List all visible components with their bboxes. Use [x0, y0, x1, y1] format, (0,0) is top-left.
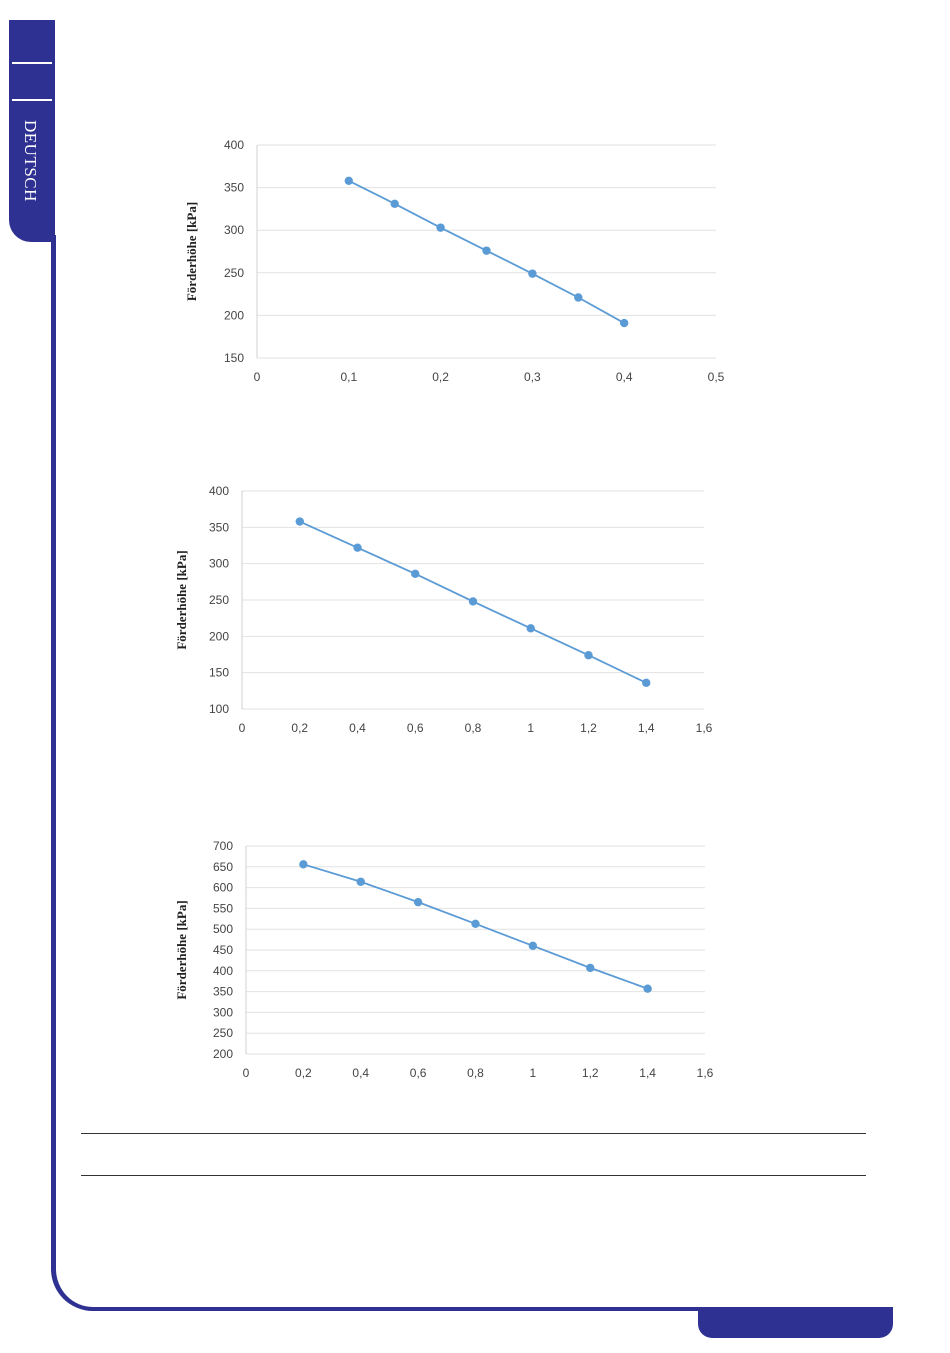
x-tick-label: 0,8 — [467, 1066, 484, 1080]
x-tick-label: 0,8 — [465, 721, 482, 735]
y-tick-label: 250 — [209, 593, 229, 607]
pump-curve-chart-2: 100 150 200 250 300 350 400 0 0,2 0,4 0,6 0,8 1 1,2 1,… — [174, 484, 713, 735]
x-tick-label: 0,4 — [349, 721, 366, 735]
y-tick-label: 450 — [213, 943, 233, 957]
x-tick-label: 1,6 — [696, 721, 713, 735]
page-frame-bottom — [105, 1307, 893, 1311]
data-point — [468, 597, 478, 606]
x-tick-label: 0,1 — [340, 370, 357, 384]
y-tick-label: 400 — [213, 964, 233, 978]
x-tick-label: 1,6 — [697, 1066, 714, 1080]
pump-curve-chart-3: 200 250 300 350 400 450 500 550 600 650 700 0 0,2 0,4… — [174, 839, 714, 1080]
y-tick-label: 400 — [209, 484, 229, 498]
data-point — [344, 176, 353, 185]
y-tick-label: 200 — [224, 308, 244, 322]
x-tick-label: 1 — [530, 1066, 537, 1080]
y-tick-label: 700 — [213, 839, 233, 853]
x-tick-label: 0 — [254, 370, 261, 384]
y-axis-title: Förderhöhe [kPa] — [174, 900, 189, 999]
y-axis-title: Förderhöhe [kPa] — [184, 202, 199, 301]
data-point — [584, 651, 593, 660]
x-tick-label: 0,2 — [291, 721, 308, 735]
x-tick-label: 0,6 — [410, 1066, 427, 1080]
page-footer-tab — [698, 1307, 893, 1338]
y-tick-label: 300 — [224, 223, 244, 237]
data-point — [526, 624, 535, 633]
data-point — [574, 293, 583, 302]
y-tick-label: 250 — [213, 1026, 233, 1040]
x-tick-label: 0 — [239, 721, 246, 735]
y-tick-label: 150 — [224, 351, 244, 365]
language-tab-label: DEUTSCH — [21, 120, 40, 202]
data-point — [528, 941, 538, 951]
data-point — [620, 318, 629, 328]
divider-line — [81, 1133, 866, 1134]
divider-line — [81, 1175, 866, 1176]
y-tick-label: 200 — [209, 629, 229, 643]
language-tab[interactable] — [9, 20, 55, 242]
data-point — [471, 919, 480, 928]
y-tick-label: 350 — [224, 181, 244, 195]
y-tick-label: 150 — [209, 666, 229, 680]
y-tick-label: 400 — [224, 138, 244, 152]
x-tick-label: 1,2 — [582, 1066, 599, 1080]
x-tick-label: 0,5 — [708, 370, 725, 384]
data-point — [356, 877, 365, 886]
y-tick-label: 550 — [213, 901, 233, 915]
x-tick-label: 0,3 — [524, 370, 541, 384]
data-point — [482, 246, 491, 255]
y-tick-label: 250 — [224, 266, 244, 280]
data-point — [642, 678, 651, 688]
y-tick-label: 300 — [213, 1005, 233, 1019]
x-tick-label: 1,4 — [639, 1066, 656, 1080]
y-tick-label: 600 — [213, 881, 233, 895]
data-point — [586, 963, 595, 973]
data-point — [643, 984, 652, 993]
page-frame-left — [51, 235, 56, 1255]
y-tick-label: 650 — [213, 860, 233, 874]
data-point — [390, 199, 399, 208]
x-tick-label: 1 — [527, 721, 534, 735]
y-tick-label: 300 — [209, 557, 229, 571]
x-tick-label: 0,4 — [352, 1066, 369, 1080]
data-point — [528, 269, 537, 278]
y-tick-label: 100 — [209, 702, 229, 716]
page-frame-corner — [51, 1240, 111, 1311]
y-axis-title: Förderhöhe [kPa] — [174, 550, 189, 649]
y-tick-label: 200 — [213, 1047, 233, 1061]
data-point — [295, 517, 304, 526]
tab-divider — [12, 62, 52, 64]
y-tick-label: 350 — [213, 985, 233, 999]
data-point — [411, 569, 420, 579]
data-point — [436, 223, 445, 232]
x-tick-label: 0,2 — [295, 1066, 312, 1080]
x-tick-label: 1,2 — [580, 721, 597, 735]
y-tick-label: 350 — [209, 520, 229, 534]
x-tick-label: 0,2 — [432, 370, 449, 384]
x-tick-label: 0 — [243, 1066, 250, 1080]
x-tick-label: 1,4 — [638, 721, 655, 735]
x-tick-label: 0,4 — [616, 370, 633, 384]
x-tick-label: 0,6 — [407, 721, 424, 735]
data-point — [299, 860, 308, 869]
data-point — [413, 897, 423, 907]
y-tick-label: 500 — [213, 922, 233, 936]
tab-divider — [12, 99, 52, 101]
pump-curve-chart-1: 150 200 250 300 350 400 0 0,1 0,2 0,3 0,4 0,5 Förder… — [184, 138, 725, 384]
data-point — [353, 543, 362, 552]
